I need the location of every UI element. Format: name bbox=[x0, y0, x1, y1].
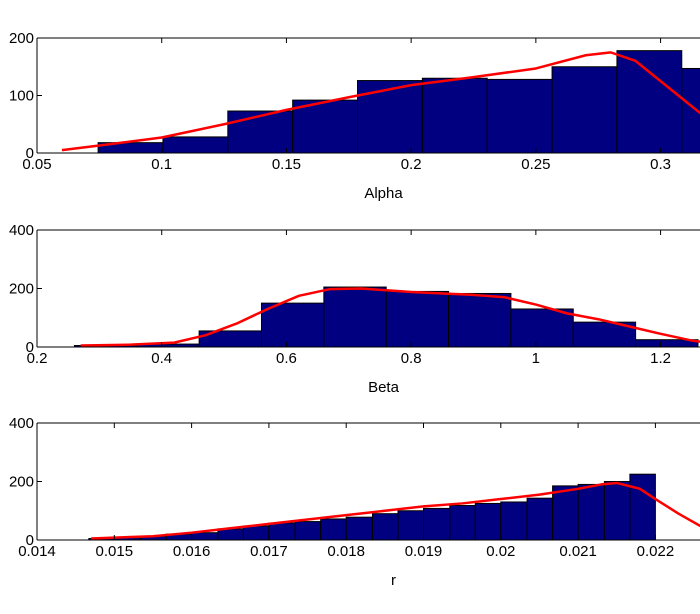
y-tick-label: 100 bbox=[9, 88, 34, 105]
y-tick-label: 0 bbox=[26, 339, 34, 356]
y-tick-label: 200 bbox=[9, 281, 34, 298]
histogram-bar bbox=[323, 286, 387, 348]
alpha-histogram-panel: 0.050.10.150.20.250.30.3500100200Alpha bbox=[9, 30, 700, 202]
x-tick-label: 0.016 bbox=[173, 543, 211, 560]
x-axis-label: r bbox=[391, 572, 396, 589]
y-tick-label: 400 bbox=[9, 415, 34, 432]
histogram-bar bbox=[577, 483, 605, 541]
histogram-bar bbox=[242, 525, 270, 541]
y-tick-label: 0 bbox=[26, 145, 34, 162]
x-tick-label: 0.014 bbox=[18, 543, 56, 560]
y-tick-label: 0 bbox=[26, 532, 34, 549]
x-tick-label: 0.02 bbox=[486, 543, 515, 560]
histogram-bar bbox=[449, 504, 476, 541]
histogram-bar bbox=[345, 516, 373, 541]
histogram-bar bbox=[217, 528, 244, 541]
histogram-bar bbox=[320, 518, 347, 541]
histogram-bar bbox=[474, 502, 502, 541]
beta-histogram-panel: 0.20.40.60.811.21.410200400Beta bbox=[9, 222, 700, 396]
histogram-bar bbox=[551, 66, 618, 154]
x-tick-label: 0.019 bbox=[405, 543, 443, 560]
histogram-bar bbox=[629, 473, 656, 541]
x-tick-label: 0.15 bbox=[272, 156, 301, 173]
histogram-bar bbox=[681, 67, 700, 154]
y-tick-label: 400 bbox=[9, 222, 34, 239]
x-tick-label: 0.8 bbox=[401, 350, 422, 367]
histogram-bar bbox=[500, 501, 528, 541]
histogram-bar bbox=[448, 292, 512, 348]
histogram-bar bbox=[616, 50, 683, 154]
histogram-bar bbox=[421, 77, 488, 154]
x-tick-label: 0.1 bbox=[151, 156, 172, 173]
x-tick-label: 0.017 bbox=[250, 543, 288, 560]
x-tick-label: 0.018 bbox=[327, 543, 365, 560]
histogram-bar bbox=[294, 521, 322, 541]
histogram-bar bbox=[162, 136, 229, 154]
histogram-bar bbox=[510, 308, 574, 348]
histogram-bar bbox=[385, 290, 450, 348]
histogram-bar bbox=[227, 110, 294, 154]
histogram-bar bbox=[603, 481, 631, 541]
x-tick-label: 0.015 bbox=[96, 543, 134, 560]
x-tick-label: 0.2 bbox=[27, 350, 48, 367]
histogram-bar bbox=[292, 99, 359, 154]
histogram-bar bbox=[268, 522, 296, 541]
x-tick-label: 0.4 bbox=[151, 350, 172, 367]
fit-curve-line bbox=[91, 481, 700, 540]
x-tick-label: 1 bbox=[532, 350, 540, 367]
x-tick-label: 0.021 bbox=[559, 543, 597, 560]
histogram-bar bbox=[260, 302, 325, 348]
x-tick-label: 0.2 bbox=[401, 156, 422, 173]
histogram-bar bbox=[357, 80, 423, 154]
x-tick-label: 0.022 bbox=[637, 543, 675, 560]
y-tick-label: 200 bbox=[9, 474, 34, 491]
fit-curve-line bbox=[80, 287, 700, 347]
x-tick-label: 0.3 bbox=[650, 156, 671, 173]
x-axis-label: Beta bbox=[368, 379, 400, 396]
y-tick-label: 200 bbox=[9, 30, 34, 47]
x-tick-label: 1.2 bbox=[650, 350, 671, 367]
x-axis-label: Alpha bbox=[364, 185, 403, 202]
histogram-bar bbox=[572, 321, 637, 348]
x-tick-label: 0.25 bbox=[521, 156, 550, 173]
histogram-bar bbox=[423, 507, 451, 541]
fit-curve-line bbox=[61, 51, 700, 152]
histogram-bar bbox=[371, 513, 399, 541]
x-tick-label: 0.05 bbox=[22, 156, 51, 173]
histogram-bar bbox=[191, 532, 219, 541]
histogram-bar bbox=[397, 510, 424, 541]
x-tick-label: 0.6 bbox=[276, 350, 297, 367]
histogram-bar bbox=[486, 78, 553, 154]
histogram-bar bbox=[526, 497, 554, 541]
r-histogram-panel: 0.014 0.015 0.016 0.017 0.018 0.019 0.02 0.021 0… bbox=[9, 415, 700, 589]
histogram-bar bbox=[552, 485, 579, 541]
